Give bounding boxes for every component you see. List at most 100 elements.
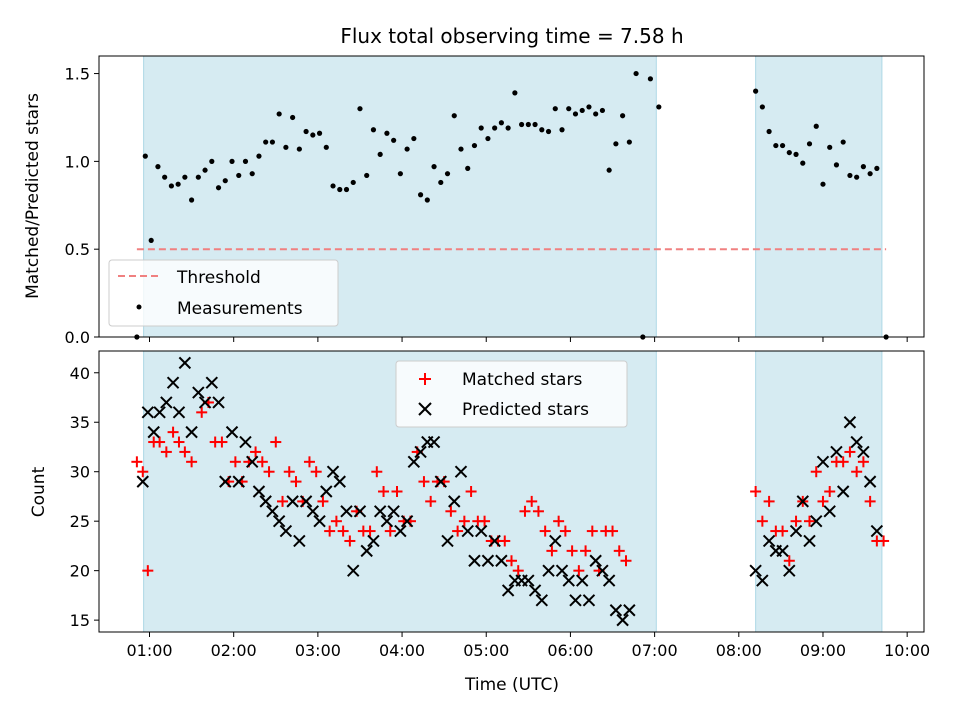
predicted-star-point — [528, 584, 542, 597]
matched-star-point — [277, 495, 289, 507]
matched-star-point — [142, 565, 154, 577]
predicted-star-point — [266, 505, 279, 518]
predicted-star-point — [555, 564, 569, 577]
measurement-point — [202, 167, 208, 173]
predicted-star-point — [387, 505, 400, 518]
measurement-point — [545, 128, 552, 135]
predicted-star-point — [535, 594, 549, 607]
measurement-point — [532, 121, 538, 128]
measurement-point — [269, 139, 276, 145]
predicted-star-point — [576, 574, 589, 587]
matched-star-point — [824, 486, 836, 497]
matched-star-point — [750, 486, 762, 497]
count-y-tick-label: 35 — [70, 413, 90, 432]
predicted-star-point — [803, 534, 816, 548]
x-axis-label: Time (UTC) — [464, 675, 559, 695]
measurement-point — [539, 127, 545, 133]
matched-star-point — [539, 525, 551, 537]
measurement-point — [854, 174, 860, 180]
matched-star-point — [196, 406, 208, 418]
measurement-point — [357, 106, 363, 112]
matched-star-point — [364, 525, 376, 537]
predicted-star-point — [246, 455, 259, 469]
measurement-point — [431, 164, 437, 170]
predicted-star-point — [549, 534, 562, 548]
predicted-star-point — [776, 544, 789, 558]
count-y-axis-label: Count — [29, 466, 49, 517]
predicted-star-point — [373, 505, 387, 518]
predicted-star-point — [468, 554, 481, 567]
measurement-point — [512, 90, 518, 96]
measurement-point — [175, 181, 181, 187]
matched-star-point — [131, 456, 143, 468]
matched-star-point — [160, 446, 172, 458]
matched-star-point — [337, 525, 349, 537]
measurement-point — [195, 174, 201, 180]
measurement-point — [656, 104, 662, 110]
measurement-point — [215, 185, 222, 191]
legend-measurements-swatch — [136, 304, 142, 310]
measurement-point — [586, 104, 592, 110]
observing-window — [755, 55, 883, 338]
matched-star-point — [303, 456, 315, 468]
predicted-star-point — [427, 435, 441, 449]
predicted-star-point — [454, 465, 468, 478]
matched-star-point — [851, 466, 863, 478]
predicted-star-point — [333, 475, 346, 488]
predicted-star-point — [160, 396, 173, 409]
ratio-y-tick-label: 0.5 — [65, 240, 90, 259]
measurement-point — [779, 142, 786, 149]
measurement-point — [249, 171, 255, 177]
predicted-star-point — [474, 524, 488, 538]
predicted-star-point — [616, 613, 629, 627]
count-y-tick-label: 25 — [70, 512, 90, 531]
predicted-star-point — [353, 505, 367, 518]
predicted-star-point — [153, 406, 166, 419]
predicted-star-point — [596, 564, 609, 577]
predicted-star-point — [495, 554, 508, 567]
matched-star-point — [458, 515, 470, 527]
measurement-point — [404, 146, 410, 152]
count-legend: Matched stars Predicted stars — [395, 360, 628, 428]
measurement-point — [296, 146, 302, 152]
predicted-star-point — [602, 574, 616, 587]
predicted-star-point — [857, 445, 870, 459]
measurement-point — [168, 183, 174, 189]
predicted-star-point — [185, 425, 198, 439]
predicted-star-point — [850, 435, 863, 449]
matched-star-point — [790, 515, 802, 527]
matched-star-point — [378, 486, 390, 497]
matched-star-point — [186, 456, 198, 468]
measurement-point — [606, 167, 612, 173]
measurement-point — [182, 174, 188, 180]
matched-star-point — [613, 545, 625, 557]
matched-star-point — [586, 525, 598, 537]
matched-star-point — [384, 525, 396, 537]
predicted-star-point — [313, 514, 326, 528]
predicted-star-point — [589, 554, 602, 567]
measurement-point — [343, 186, 350, 193]
measurement-point — [391, 137, 397, 143]
matched-star-point — [817, 495, 829, 507]
measurement-point — [793, 151, 799, 157]
predicted-star-point — [219, 475, 232, 488]
matched-star-point — [216, 436, 228, 448]
matched-star-point — [878, 535, 890, 547]
measurement-point — [806, 141, 813, 147]
x-tick-label: 04:00 — [379, 641, 425, 660]
predicted-star-point — [562, 574, 575, 587]
measurement-point — [626, 139, 632, 145]
matched-star-point — [857, 456, 869, 468]
predicted-star-point — [192, 386, 205, 399]
predicted-star-point — [481, 554, 495, 567]
predicted-star-point — [870, 524, 884, 538]
predicted-star-point — [380, 514, 394, 528]
chart-title: Flux total observing time = 7.58 h — [340, 24, 683, 48]
measurement-point — [142, 153, 148, 159]
measurement-point — [566, 106, 572, 112]
predicted-star-point — [863, 475, 877, 488]
measurement-point — [519, 121, 525, 128]
ratio-panel: 0.0 0.5 1.0 1.5 Matched/Predicted stars Thr… — [23, 55, 925, 347]
matched-star-point — [229, 456, 241, 468]
